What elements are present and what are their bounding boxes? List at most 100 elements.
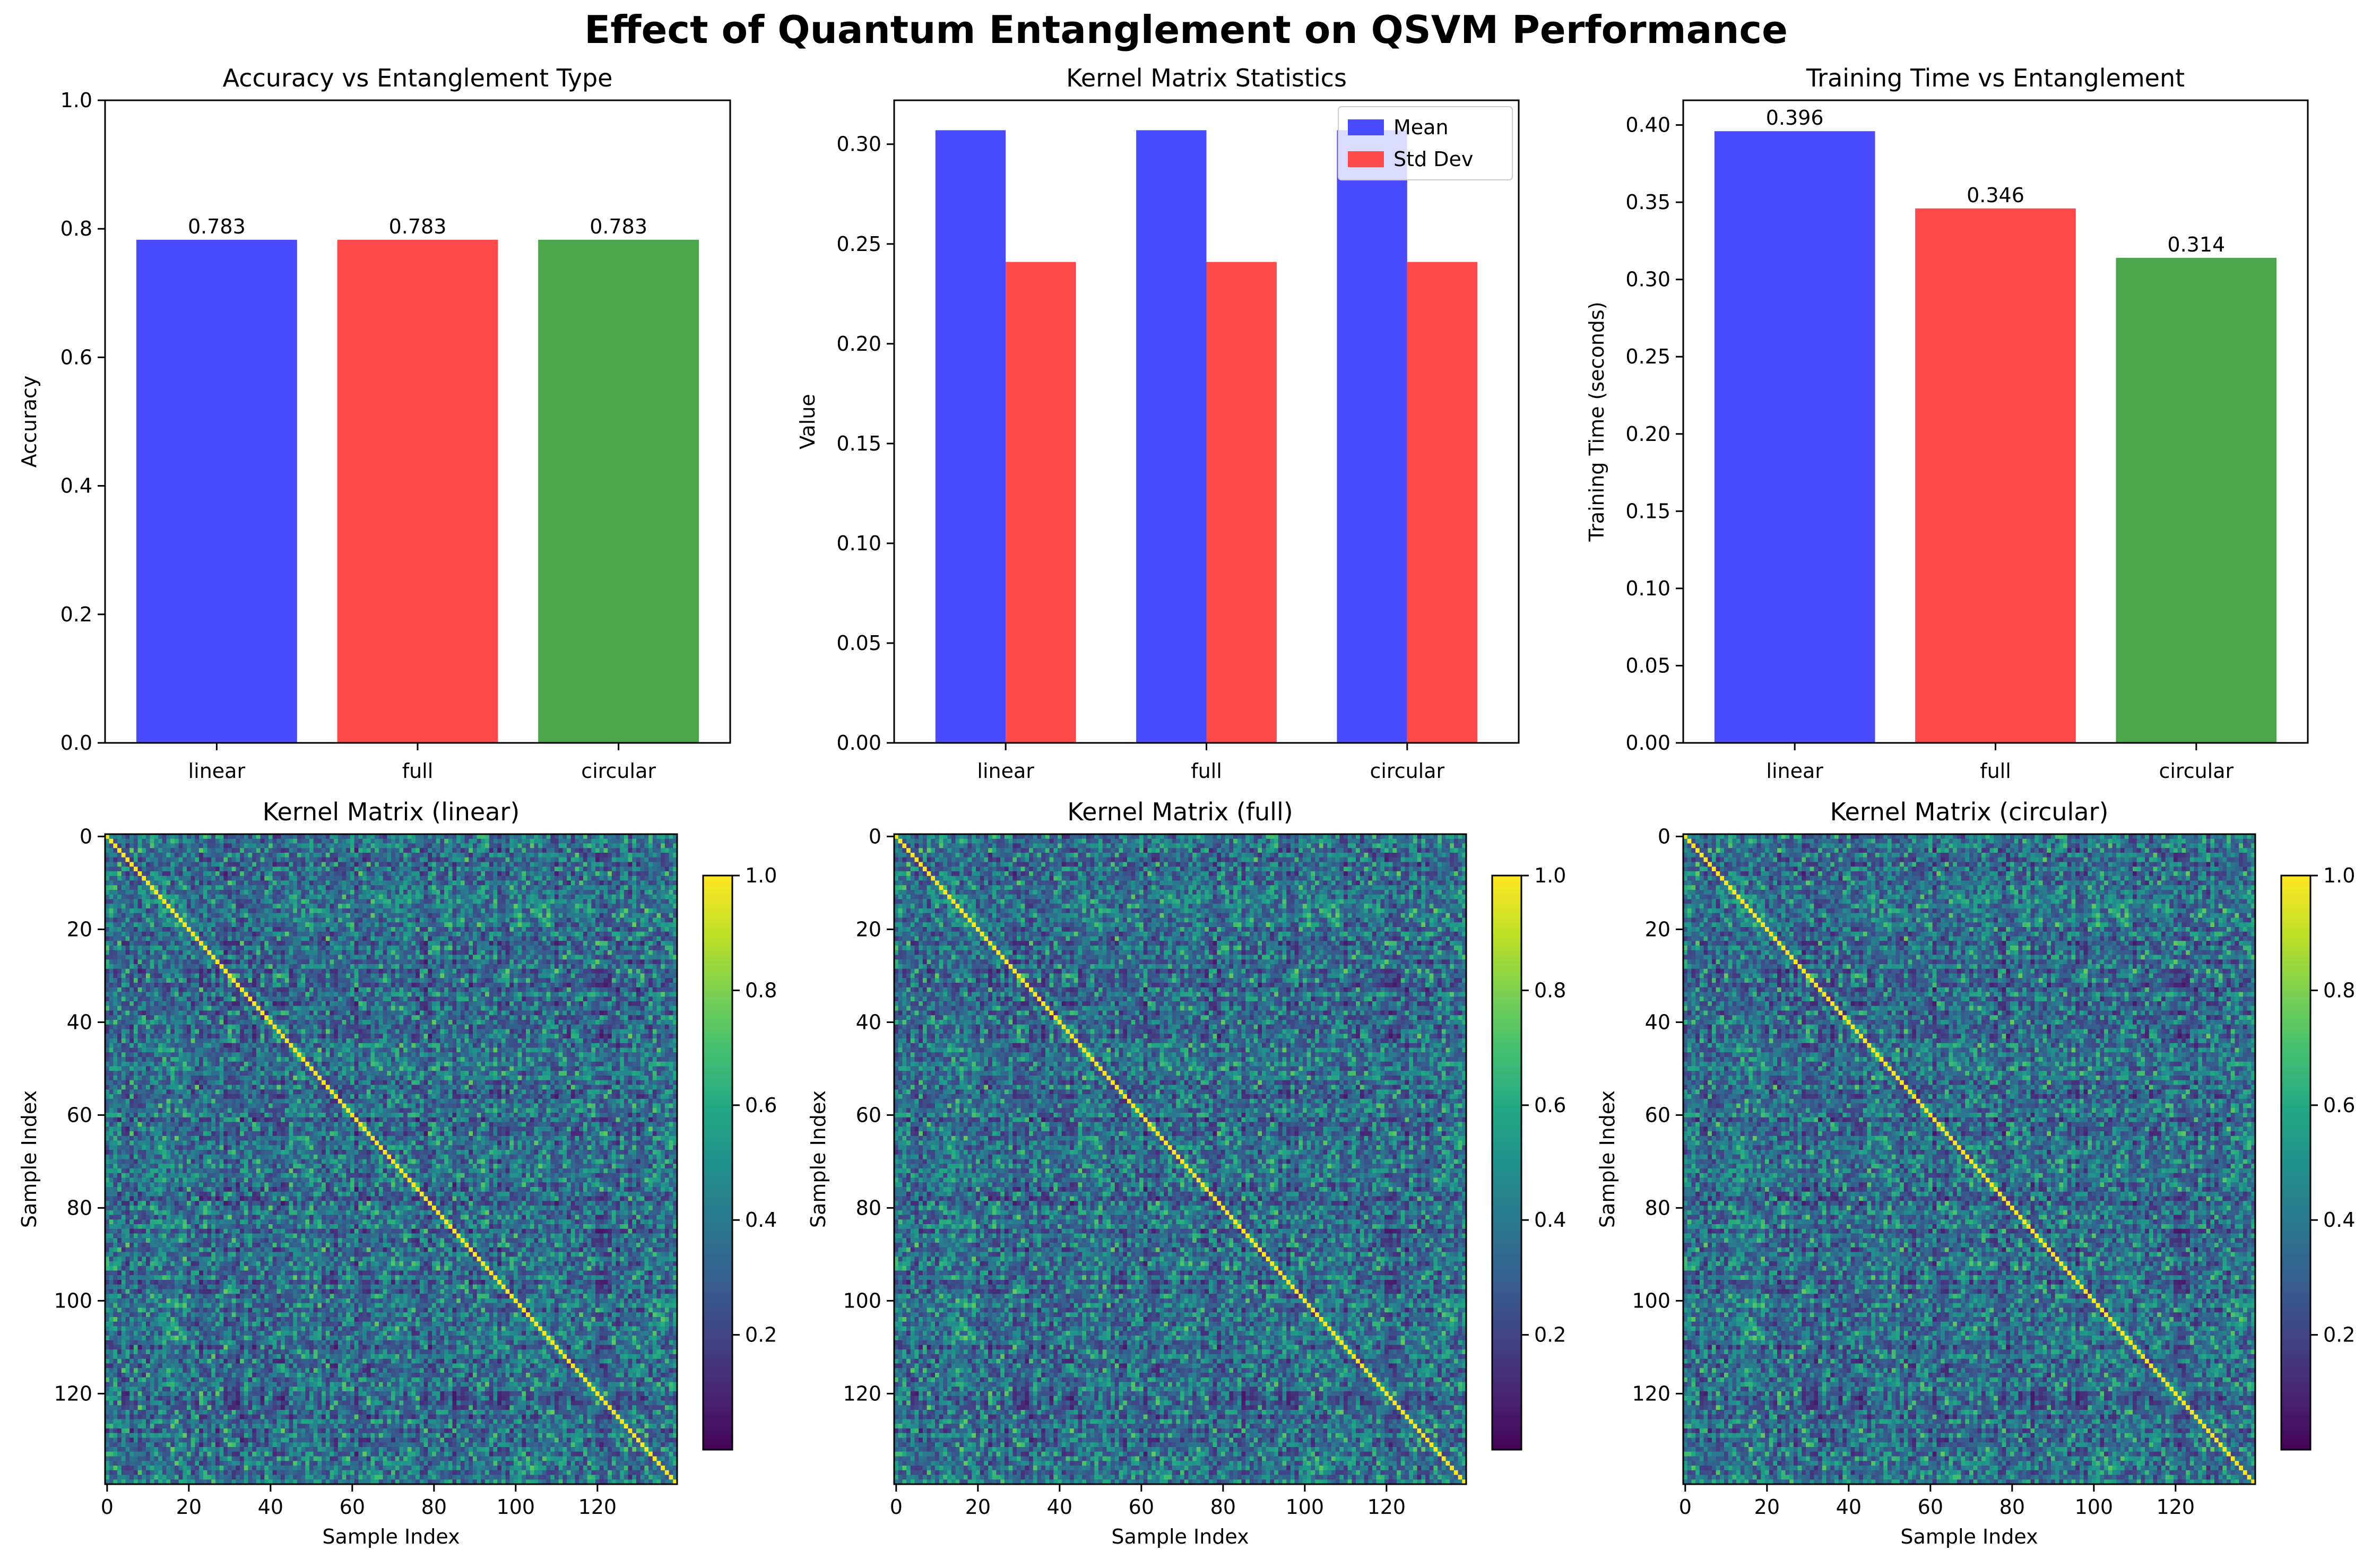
y-tick-label: 0.25 <box>836 232 881 256</box>
y-axis-label: Sample Index <box>18 1090 41 1228</box>
subplot-title: Kernel Matrix Statistics <box>1066 64 1347 92</box>
x-tick-label-linear: linear <box>188 759 246 783</box>
colorbar-tick-label: 1.0 <box>1534 864 1566 887</box>
x-tick-label: 0 <box>1679 1495 1692 1519</box>
colorbar-tick-label: 0.2 <box>2323 1323 2355 1347</box>
bar-mean-linear <box>936 130 1006 743</box>
y-tick-label: 120 <box>54 1382 92 1405</box>
y-tick-label: 20 <box>67 917 92 941</box>
y-tick-label: 120 <box>843 1382 881 1405</box>
y-tick-label: 0.8 <box>60 217 92 240</box>
y-tick-label: 120 <box>1632 1382 1670 1405</box>
legend-label-1: Std Dev <box>1393 148 1473 171</box>
data-label-linear: 0.396 <box>1766 106 1824 129</box>
x-tick-label: 60 <box>1918 1495 1943 1519</box>
bar-full <box>337 240 498 743</box>
colorbar-tick-label: 0.4 <box>2323 1208 2355 1232</box>
colorbar-tick-label: 0.8 <box>1534 978 1566 1002</box>
x-tick-label: 80 <box>1999 1495 2025 1519</box>
data-label-linear: 0.783 <box>188 215 246 238</box>
colorbar-tick-label: 0.6 <box>2323 1094 2355 1117</box>
y-tick-label: 0.30 <box>1625 268 1670 291</box>
x-tick-label: 60 <box>340 1495 365 1519</box>
bar-circular <box>2116 258 2276 743</box>
y-tick-label: 1.0 <box>60 89 92 112</box>
y-axis-label: Sample Index <box>807 1090 830 1228</box>
colorbar-tick-label: 0.6 <box>1534 1094 1566 1117</box>
x-tick-label-full: full <box>402 759 434 783</box>
y-tick-label: 40 <box>67 1010 92 1034</box>
y-tick-label: 0.05 <box>836 631 881 655</box>
x-tick-label-circular: circular <box>2159 759 2234 783</box>
x-axis-label: Sample Index <box>1111 1525 1249 1548</box>
y-axis-label: Value <box>796 394 819 449</box>
y-tick-label: 0.2 <box>60 603 92 626</box>
y-tick-label: 60 <box>856 1103 881 1127</box>
x-tick-label-circular: circular <box>581 759 656 783</box>
y-tick-label: 0.4 <box>60 474 92 498</box>
legend-swatch-1 <box>1348 151 1384 167</box>
colorbar-tick-label: 0.4 <box>745 1208 777 1232</box>
y-tick-label: 0.00 <box>836 731 881 755</box>
x-axis-label: Sample Index <box>1900 1525 2038 1548</box>
x-tick-label-linear: linear <box>1766 759 1823 783</box>
x-tick-label: 80 <box>1210 1495 1236 1519</box>
y-tick-label: 100 <box>1632 1289 1670 1312</box>
subplot-title: Kernel Matrix (full) <box>1067 798 1293 826</box>
y-tick-label: 60 <box>1645 1103 1670 1127</box>
subplot-title: Kernel Matrix (linear) <box>263 798 520 826</box>
bar-mean-full <box>1136 130 1206 743</box>
bar-std-dev-linear <box>1006 262 1076 743</box>
y-tick-label: 0.40 <box>1625 114 1670 137</box>
x-tick-label-linear: linear <box>977 759 1034 783</box>
y-tick-label: 20 <box>1645 917 1670 941</box>
bar-chart-2: 0.3960.3460.3140.000.050.100.150.200.250… <box>1585 64 2308 783</box>
data-label-full: 0.783 <box>389 215 447 238</box>
bar-mean-circular <box>1337 130 1407 743</box>
x-tick-label: 80 <box>421 1495 447 1519</box>
y-tick-label: 0.20 <box>1625 422 1670 446</box>
legend-swatch-0 <box>1348 119 1384 135</box>
y-tick-label: 40 <box>856 1010 881 1034</box>
data-label-circular: 0.783 <box>590 215 647 238</box>
y-axis-label: Training Time (seconds) <box>1585 301 1608 542</box>
x-tick-label: 100 <box>497 1495 535 1519</box>
x-tick-label: 120 <box>2157 1495 2195 1519</box>
y-tick-label: 0.10 <box>1625 577 1670 600</box>
y-tick-label: 0.20 <box>836 332 881 356</box>
y-tick-label: 0.6 <box>60 345 92 369</box>
y-tick-label: 40 <box>1645 1010 1670 1034</box>
y-tick-label: 0.00 <box>1625 731 1670 755</box>
y-tick-label: 0.15 <box>1625 499 1670 523</box>
y-tick-label: 0.30 <box>836 133 881 156</box>
x-tick-label-full: full <box>1191 759 1222 783</box>
colorbar-tick-label: 0.8 <box>2323 978 2355 1002</box>
y-tick-label: 0.05 <box>1625 654 1670 677</box>
colorbar-tick-label: 0.8 <box>745 978 777 1002</box>
x-tick-label: 20 <box>176 1495 202 1519</box>
x-tick-label: 100 <box>2075 1495 2114 1519</box>
subplot-title: Accuracy vs Entanglement Type <box>223 64 613 92</box>
subplot-title: Kernel Matrix (circular) <box>1830 798 2109 826</box>
y-tick-label: 60 <box>67 1103 92 1127</box>
x-tick-label: 20 <box>965 1495 991 1519</box>
legend-label-0: Mean <box>1393 116 1449 139</box>
x-tick-label-circular: circular <box>1370 759 1444 783</box>
colorbar-tick-label: 0.4 <box>1534 1208 1566 1232</box>
bar-linear <box>136 240 297 743</box>
y-tick-label: 80 <box>67 1196 92 1219</box>
x-tick-label: 60 <box>1129 1495 1154 1519</box>
x-tick-label: 40 <box>1047 1495 1072 1519</box>
x-tick-label: 40 <box>1836 1495 1862 1519</box>
y-tick-label: 100 <box>843 1289 881 1312</box>
bar-circular <box>538 240 699 743</box>
y-tick-label: 0 <box>1658 825 1670 848</box>
colorbar-tick-label: 0.2 <box>1534 1323 1566 1347</box>
x-tick-label: 0 <box>890 1495 903 1519</box>
subplot-title: Training Time vs Entanglement <box>1806 64 2185 92</box>
